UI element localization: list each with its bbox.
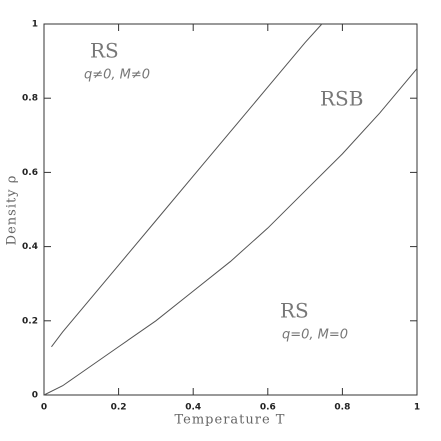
x-axis-label: Temperature T — [175, 413, 286, 428]
x-tick-label: 0.4 — [185, 403, 201, 413]
annotation: RS — [90, 39, 119, 63]
y-tick-label: 0 — [32, 391, 38, 401]
y-tick-label: 0.2 — [22, 316, 38, 326]
y-axis-label: Density ρ — [5, 175, 20, 246]
x-tick-label: 0.8 — [334, 403, 350, 413]
plot-frame — [43, 23, 418, 396]
x-tick-label: 0 — [41, 403, 47, 413]
x-tick-label: 1 — [414, 403, 420, 413]
annotation: q=0, M=0 — [282, 328, 348, 343]
annotation: q≠0, M≠0 — [84, 68, 150, 83]
x-tick-label: 0.2 — [111, 403, 127, 413]
annotation: RS — [280, 299, 309, 323]
y-tick-label: 0.4 — [22, 242, 38, 252]
line — [43, 68, 418, 396]
y-tick-label: 1 — [32, 20, 38, 30]
y-tick-label: 0.8 — [22, 94, 38, 104]
annotation: RSB — [320, 87, 363, 111]
y-tick-label: 0.6 — [22, 168, 38, 178]
x-tick-label: 0.6 — [260, 403, 276, 413]
line — [51, 23, 323, 348]
